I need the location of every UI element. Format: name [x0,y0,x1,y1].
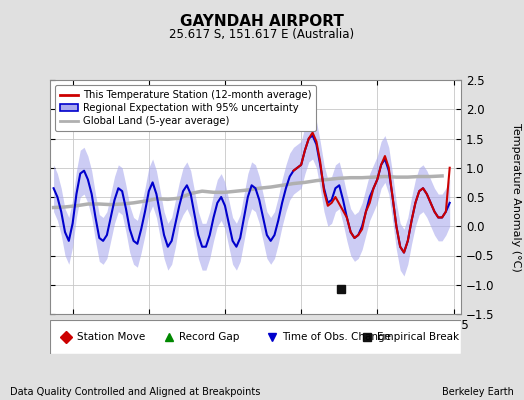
Text: GAYNDAH AIRPORT: GAYNDAH AIRPORT [180,14,344,29]
FancyBboxPatch shape [50,320,461,354]
Text: Record Gap: Record Gap [179,332,239,342]
Y-axis label: Temperature Anomaly (°C): Temperature Anomaly (°C) [511,123,521,271]
Text: Berkeley Earth: Berkeley Earth [442,387,514,397]
Text: Station Move: Station Move [77,332,145,342]
Text: 25.617 S, 151.617 E (Australia): 25.617 S, 151.617 E (Australia) [169,28,355,41]
Legend: This Temperature Station (12-month average), Regional Expectation with 95% uncer: This Temperature Station (12-month avera… [55,85,316,131]
Text: Time of Obs. Change: Time of Obs. Change [282,332,391,342]
Text: Empirical Break: Empirical Break [377,332,459,342]
Text: Data Quality Controlled and Aligned at Breakpoints: Data Quality Controlled and Aligned at B… [10,387,261,397]
